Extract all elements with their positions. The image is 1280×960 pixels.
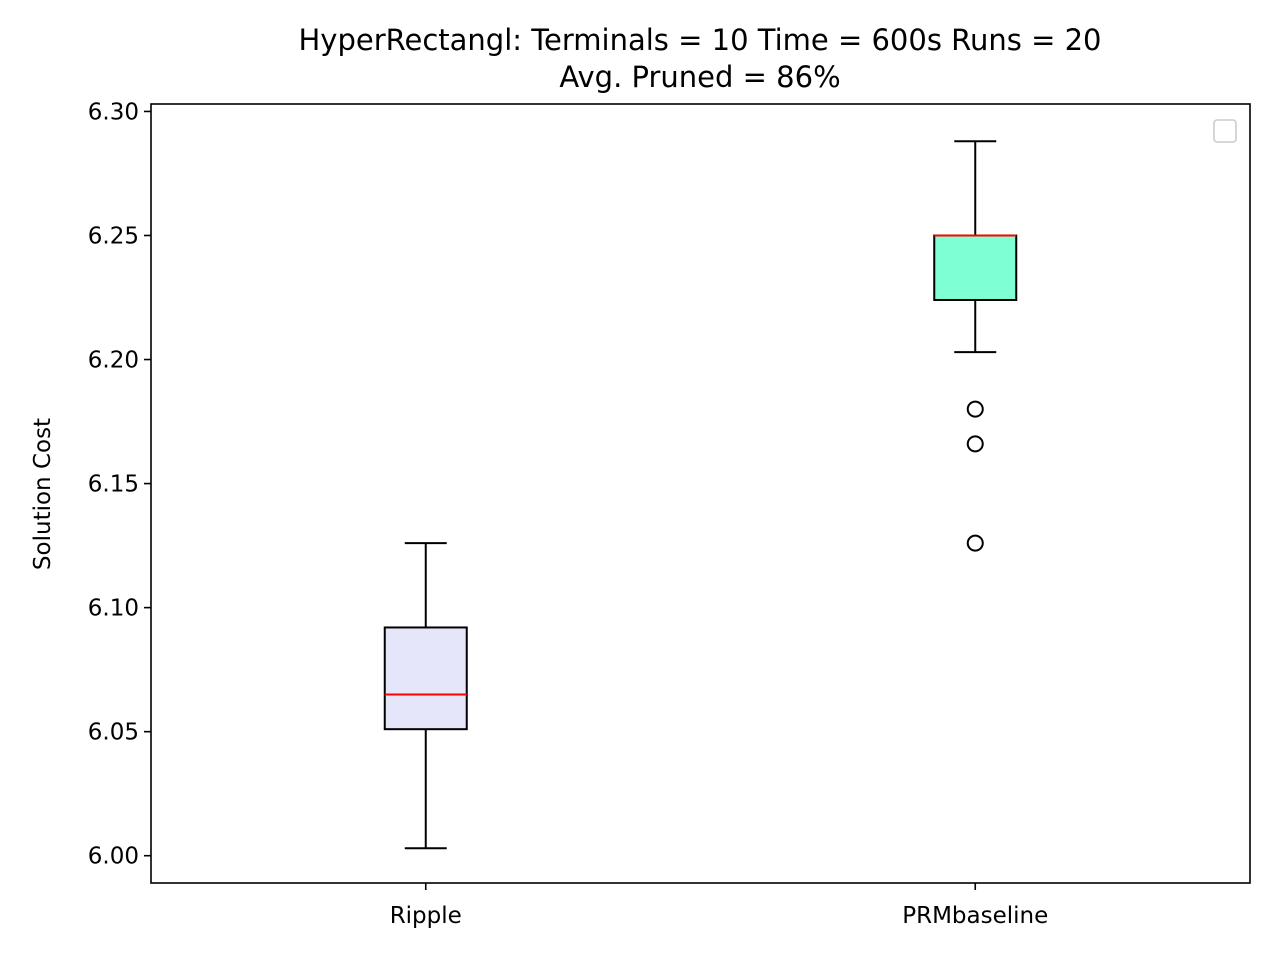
- y-axis: 6.00 6.05 6.10 6.15 6.20 6.25 6.30: [88, 99, 151, 870]
- outlier-point: [966, 400, 984, 418]
- outlier-point: [966, 534, 984, 552]
- y-tick-label: 6.15: [88, 472, 139, 498]
- plot-frame: [150, 103, 1251, 884]
- y-tick-label: 6.30: [88, 99, 139, 125]
- y-axis-label: Solution Cost: [30, 418, 56, 570]
- box-iqr: [383, 626, 468, 731]
- x-tick-label: PRMbaseline: [902, 903, 1048, 929]
- box-iqr: [933, 234, 1018, 301]
- chart-title-line-1: HyperRectangl: Terminals = 10 Time = 600…: [298, 23, 1101, 57]
- y-tick-label: 6.10: [88, 596, 139, 622]
- y-tick-label: 6.00: [88, 844, 139, 870]
- x-axis: Ripple PRMbaseline: [390, 883, 1048, 929]
- y-tick-label: 6.20: [88, 348, 139, 374]
- box-group-prmbaseline: [933, 140, 1018, 552]
- y-tick-label: 6.05: [88, 720, 139, 746]
- chart-title-line-2: Avg. Pruned = 86%: [559, 60, 840, 94]
- chart-marks: [383, 140, 1018, 850]
- box-group-ripple: [383, 542, 468, 850]
- outlier-point: [966, 435, 984, 453]
- legend-box: [1213, 119, 1237, 143]
- y-tick-label: 6.25: [88, 223, 139, 249]
- x-tick-label: Ripple: [390, 903, 462, 929]
- plot-area: [151, 104, 1250, 883]
